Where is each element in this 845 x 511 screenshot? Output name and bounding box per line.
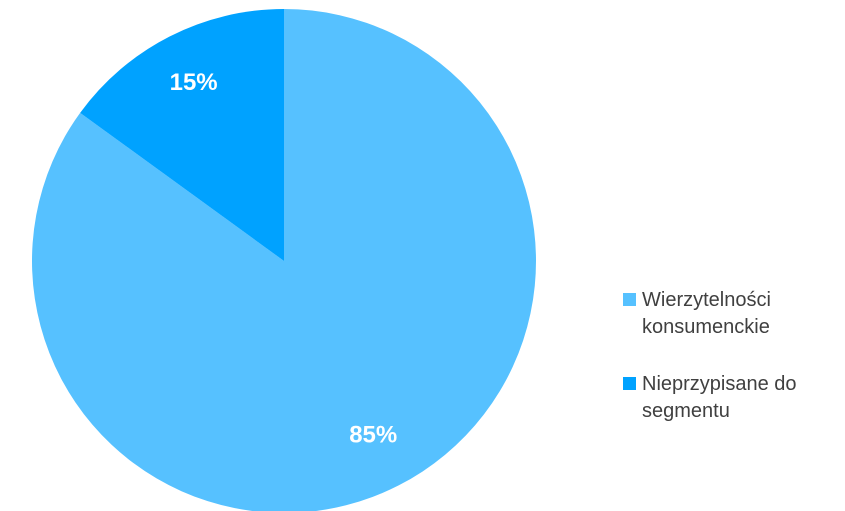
legend-label-line: Nieprzypisane do [642, 373, 797, 395]
pie-data-label: 15% [170, 69, 218, 96]
legend-item-nieprzypisane-do-segmentu: Nieprzypisane do segmentu [623, 371, 838, 425]
pie-slices [31, 9, 536, 511]
legend-label-line: Wierzytelności [642, 289, 771, 311]
legend-item-wierzytelnosci-konsumenckie: Wierzytelności konsumenckie [623, 287, 838, 341]
pie-slice [31, 9, 536, 511]
legend-swatch-wierzytelnosci-konsumenckie [623, 293, 636, 306]
pie-data-labels: 85% 15% [170, 69, 398, 449]
legend-label-line: konsumenckie [642, 316, 770, 338]
pie-slice [80, 9, 284, 261]
chart-legend: Wierzytelności konsumenckie Nieprzypisan… [623, 287, 838, 455]
legend-label-wierzytelnosci-konsumenckie: Wierzytelności konsumenckie [642, 287, 771, 341]
legend-label-line: segmentu [642, 400, 730, 422]
pie-data-label: 85% [349, 421, 397, 448]
legend-swatch-nieprzypisane-do-segmentu [623, 377, 636, 390]
legend-label-nieprzypisane-do-segmentu: Nieprzypisane do segmentu [642, 371, 797, 425]
